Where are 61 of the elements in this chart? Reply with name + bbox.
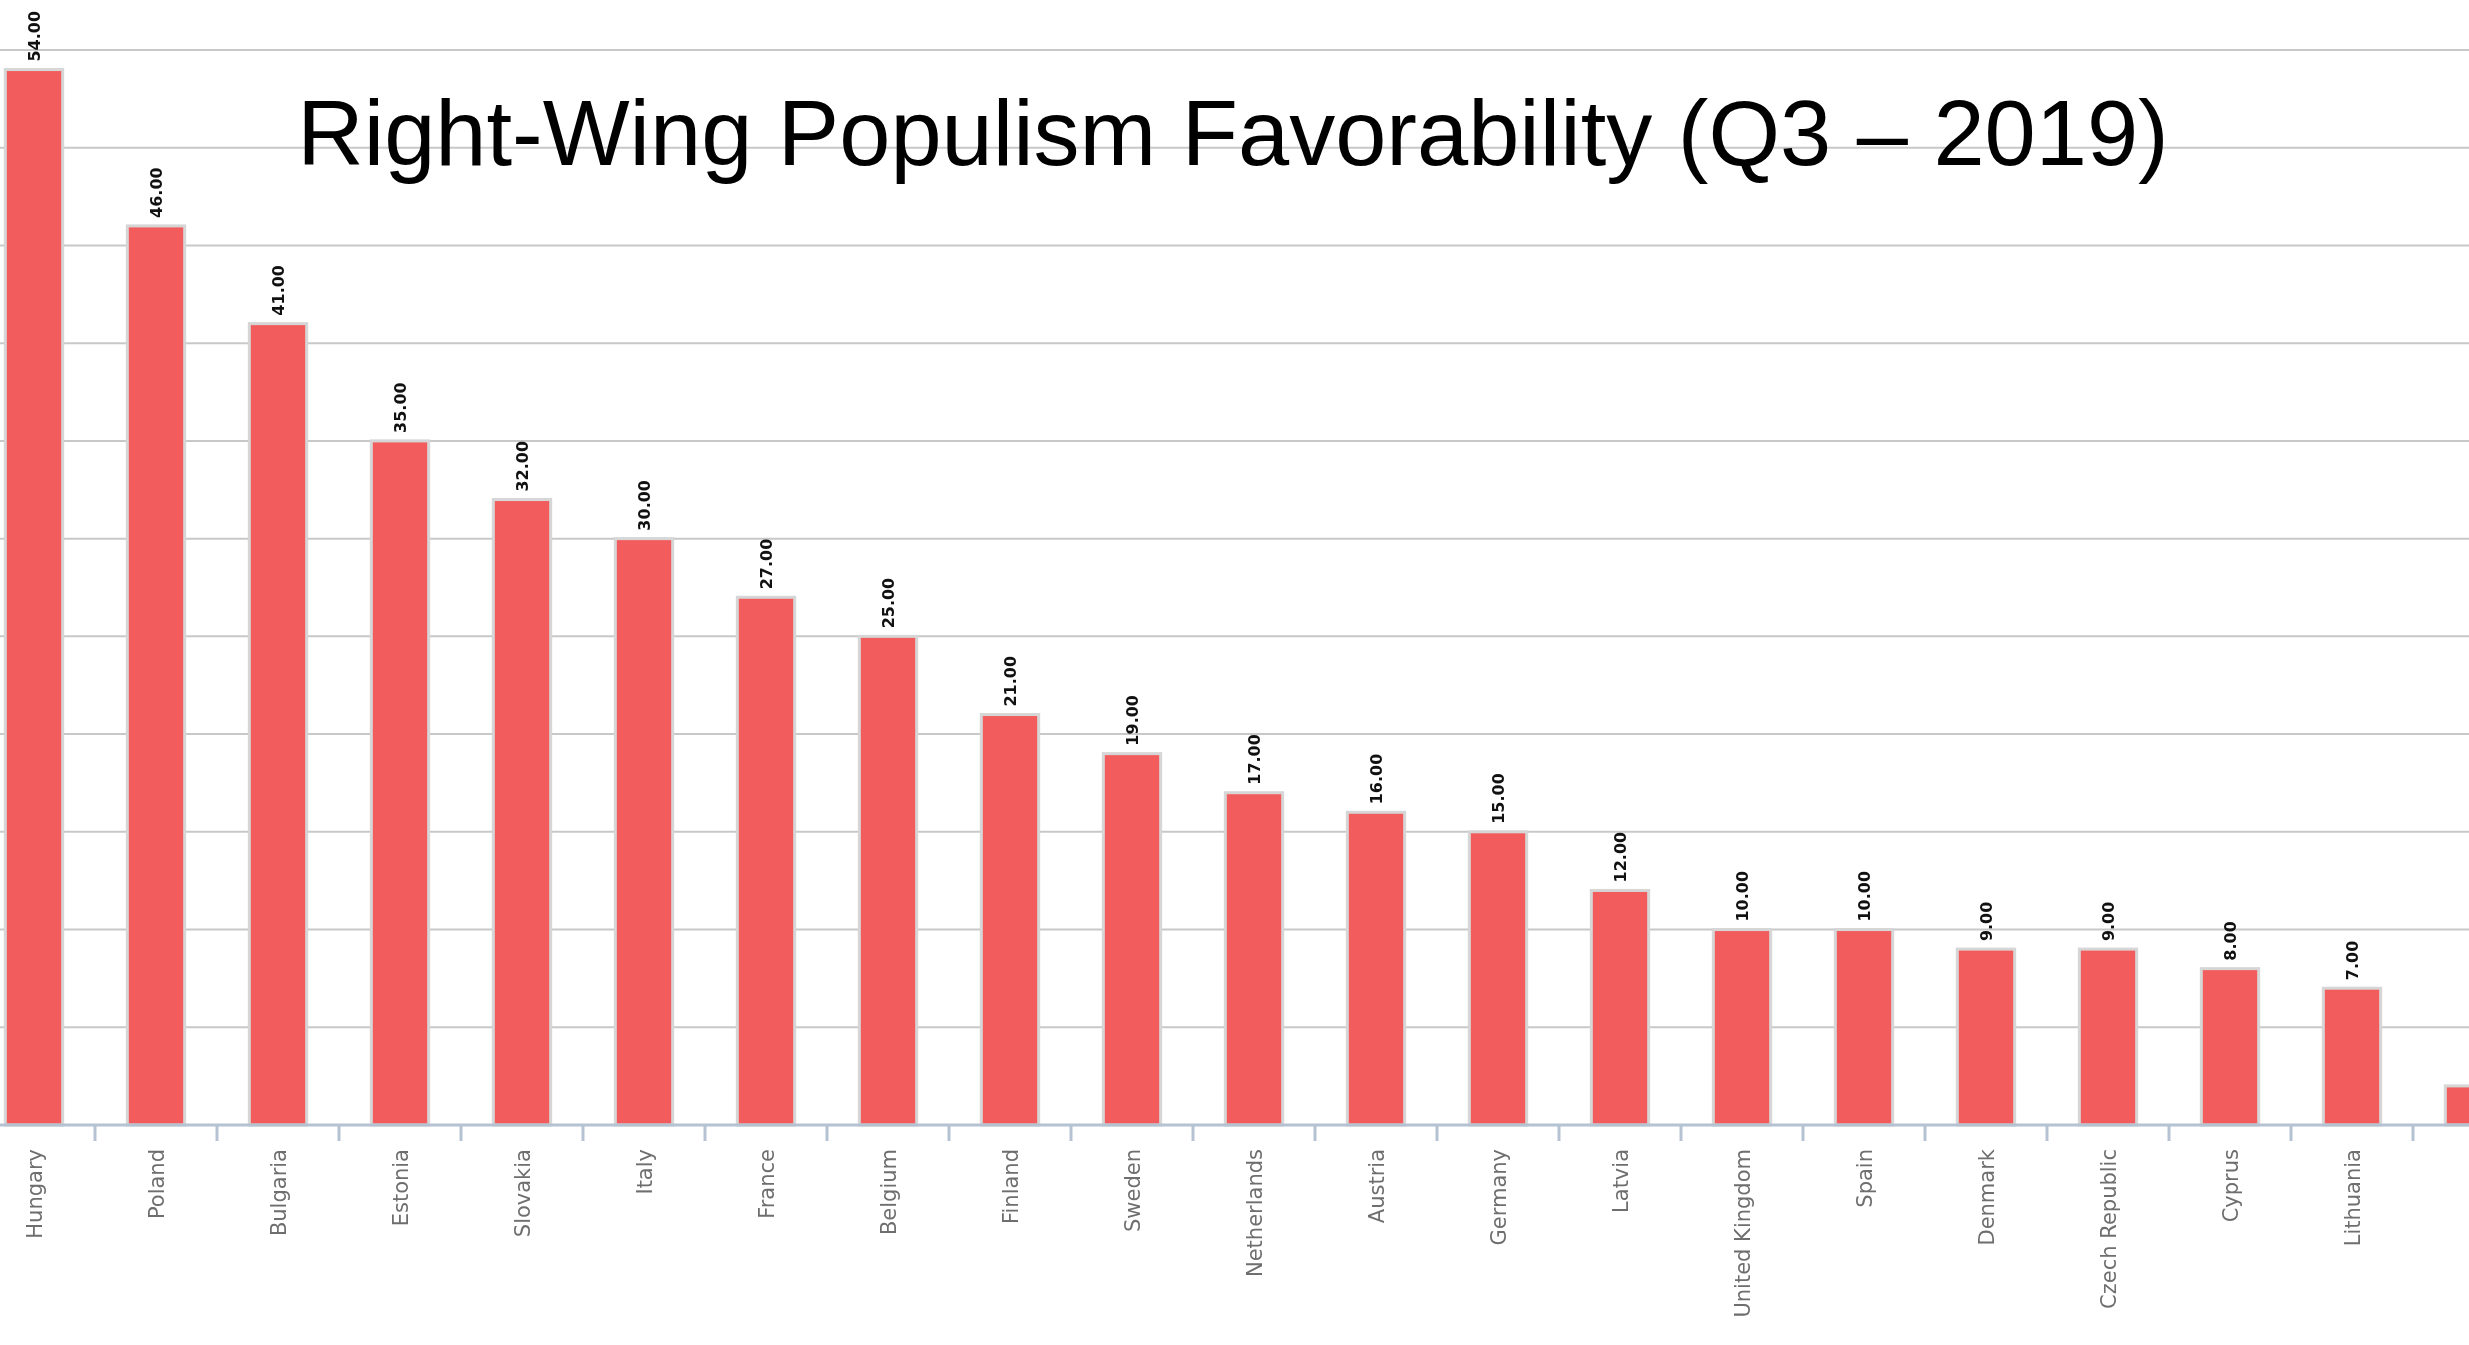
- data-label: 8.00: [2221, 921, 2240, 961]
- bar: [2199, 967, 2261, 1127]
- data-label: 16.00: [1367, 753, 1386, 805]
- x-tick-label: Latvia: [1609, 1149, 1633, 1213]
- data-label: 10.00: [1855, 870, 1874, 922]
- bar: [1467, 830, 1529, 1127]
- data-label: 54.00: [25, 10, 44, 62]
- x-tick-label: Cyprus: [2219, 1149, 2243, 1223]
- bar: [1345, 810, 1407, 1127]
- data-label: 9.00: [1977, 901, 1996, 942]
- data-label: 25.00: [879, 577, 898, 629]
- x-tick-label: Czech Republic: [2097, 1149, 2121, 1309]
- data-label: 15.00: [1489, 773, 1508, 824]
- bar: [979, 713, 1041, 1127]
- bar: [491, 498, 553, 1127]
- bar: [2077, 947, 2139, 1127]
- data-label: 17.00: [1245, 734, 1264, 785]
- x-tick-label: Spain: [1853, 1149, 1877, 1208]
- data-label: 41.00: [269, 265, 288, 316]
- bar: [2321, 986, 2383, 1127]
- bar: [1101, 752, 1163, 1127]
- bar: [3, 68, 65, 1127]
- chart-title: Right-Wing Populism Favorability (Q3 – 2019): [297, 82, 2169, 184]
- data-label: 27.00: [757, 538, 776, 590]
- bar: [369, 439, 431, 1127]
- bar: [125, 224, 187, 1127]
- x-tick-label: Austria: [1365, 1149, 1389, 1224]
- bar: [1589, 888, 1651, 1127]
- data-label: 21.00: [1001, 655, 1020, 707]
- bar: [857, 634, 919, 1127]
- x-tick-label: Finland: [999, 1149, 1023, 1225]
- data-label: 10.00: [1733, 870, 1752, 922]
- x-tick-label: Bulgaria: [267, 1149, 291, 1237]
- x-tick-label: Italy: [633, 1149, 657, 1195]
- bar: [1223, 791, 1285, 1127]
- x-tick-label: Belgium: [877, 1149, 901, 1236]
- x-tick-label: United Kingdom: [1731, 1149, 1755, 1318]
- data-label: 19.00: [1123, 695, 1142, 746]
- x-tick-label: Estonia: [389, 1149, 413, 1227]
- x-tick-label: Sweden: [1121, 1149, 1145, 1232]
- x-tick-label: Hungary: [23, 1149, 47, 1239]
- data-label: 12.00: [1611, 831, 1630, 883]
- data-label: 46.00: [147, 167, 166, 218]
- bar: [735, 595, 797, 1127]
- bar: [613, 537, 675, 1127]
- bar: [247, 322, 309, 1127]
- data-label: 35.00: [391, 382, 410, 433]
- data-label: 32.00: [513, 440, 532, 492]
- x-tick-label: Lithuania: [2341, 1149, 2365, 1247]
- data-label: 7.00: [2343, 940, 2362, 981]
- x-tick-label: Denmark: [1975, 1148, 1999, 1246]
- bar: [1833, 928, 1895, 1127]
- data-label: 30.00: [635, 480, 654, 531]
- bar: [1955, 947, 2017, 1127]
- x-tick-label: Poland: [145, 1149, 169, 1220]
- x-tick-label: Germany: [1487, 1149, 1511, 1246]
- data-label: 9.00: [2099, 901, 2118, 942]
- x-tick-label: Netherlands: [1243, 1149, 1267, 1278]
- bar: [1711, 928, 1773, 1127]
- x-tick-label: France: [755, 1149, 779, 1219]
- x-tick-label: Slovakia: [511, 1149, 535, 1238]
